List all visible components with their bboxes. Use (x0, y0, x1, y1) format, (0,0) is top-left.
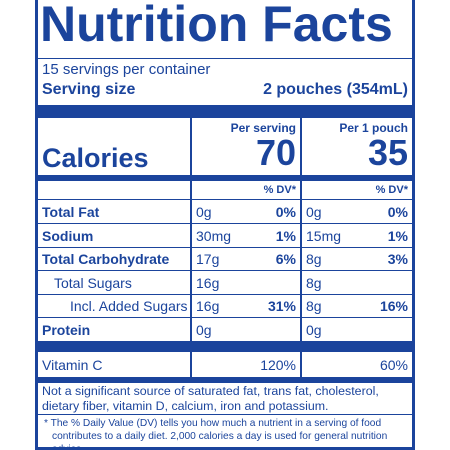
border (35, 0, 38, 450)
column-heading: Per 1 pouch (339, 121, 408, 135)
amount: 17g (196, 251, 220, 267)
thick-rule (38, 341, 412, 352)
nutrient-name: Total Fat (42, 204, 100, 220)
daily-value: 0% (275, 204, 296, 220)
nutrient-name: Total Carbohydrate (42, 251, 170, 267)
amount: 0g (196, 204, 212, 220)
daily-value: 60% (379, 357, 408, 373)
amount: 8g (306, 298, 322, 314)
calories-value: 35 (367, 132, 408, 173)
rule (38, 414, 412, 415)
daily-value: 120% (260, 357, 296, 373)
amount: 16g (196, 298, 220, 314)
servings: 15 servings per container (42, 61, 211, 78)
rule (38, 246, 412, 248)
title: Nutrition Facts (40, 0, 393, 52)
thick-rule (38, 377, 412, 383)
amount: 0g (306, 204, 322, 220)
rule (38, 317, 412, 318)
dv-header: % DV* (375, 184, 408, 196)
daily-value: 6% (275, 251, 296, 267)
thick-rule (38, 175, 412, 181)
column-divider (190, 118, 192, 377)
amount: 15mg (306, 227, 342, 244)
amount: 0g (306, 321, 322, 338)
serving-size-value: 2 pouches (354mL) (263, 81, 408, 98)
rule (38, 223, 412, 224)
footnote: * The % Daily Value (DV) tells you how m… (44, 418, 388, 450)
daily-value: 31% (267, 298, 296, 314)
amount: 0g (196, 321, 212, 338)
border (35, 447, 415, 450)
nutrient-name: Total Sugars (54, 274, 132, 291)
thick-rule (38, 105, 412, 118)
daily-value: 1% (275, 227, 296, 244)
daily-value: 1% (387, 227, 408, 244)
vitamin-name: Vitamin C (42, 357, 103, 373)
nutrient-name: Incl. Added Sugars (70, 298, 188, 314)
daily-value: 16% (379, 298, 408, 314)
footnote: Not a significant source of saturated fa… (42, 384, 379, 413)
amount: 16g (196, 274, 220, 291)
calories-label: Calories (42, 143, 149, 173)
rule (38, 293, 412, 295)
serving-size-label: Serving size (42, 81, 136, 98)
border (412, 0, 415, 450)
nutrient-name: Sodium (42, 227, 94, 244)
daily-value: 0% (387, 204, 408, 220)
amount: 8g (306, 251, 322, 267)
column-heading: Per serving (230, 121, 296, 135)
calories-value: 70 (255, 132, 296, 173)
rule (38, 199, 412, 200)
rule (38, 58, 412, 59)
amount: 30mg (196, 227, 232, 244)
daily-value: 3% (387, 251, 408, 267)
nutrient-name: Protein (42, 321, 91, 338)
rule (38, 270, 412, 271)
dv-header: % DV* (263, 184, 296, 196)
amount: 8g (306, 274, 322, 291)
column-divider (300, 118, 302, 377)
